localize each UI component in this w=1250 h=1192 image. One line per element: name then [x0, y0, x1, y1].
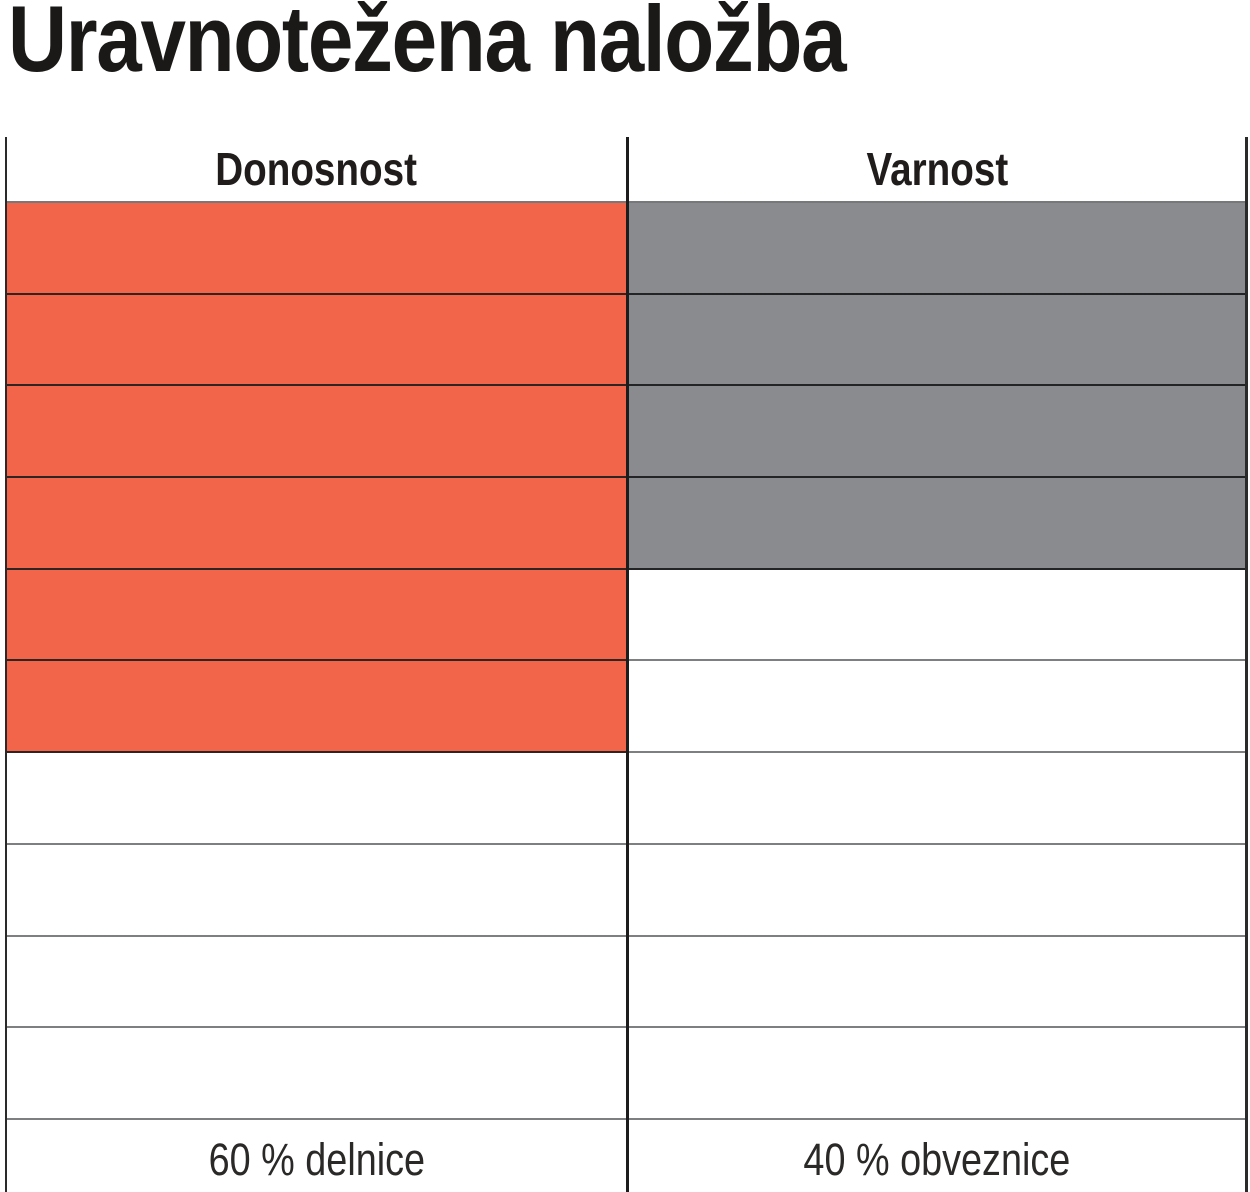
empty-cell-donosnost-8 — [7, 844, 626, 937]
empty-cell-donosnost-10 — [7, 1028, 626, 1120]
column-footer-varnost-label: 40 % obveznice — [803, 1133, 1071, 1185]
filled-cell-donosnost-5 — [7, 569, 626, 662]
column-header-varnost: Varnost — [629, 137, 1245, 203]
column-footer-donosnost: 60 % delnice — [7, 1120, 626, 1192]
cells-varnost — [629, 203, 1245, 1120]
column-footer-varnost: 40 % obveznice — [629, 1120, 1245, 1192]
allocation-table: Donosnost 60 % delnice Varnost 40 % obve… — [5, 137, 1248, 1192]
cells-donosnost — [7, 203, 626, 1120]
filled-cell-donosnost-4 — [7, 478, 626, 570]
empty-cell-varnost-7 — [629, 753, 1245, 845]
filled-cell-varnost-3 — [629, 386, 1245, 479]
empty-cell-varnost-9 — [629, 936, 1245, 1029]
empty-cell-varnost-10 — [629, 1028, 1245, 1120]
filled-cell-varnost-2 — [629, 294, 1245, 387]
column-header-donosnost: Donosnost — [7, 137, 626, 203]
column-header-donosnost-label: Donosnost — [215, 143, 418, 195]
filled-cell-donosnost-2 — [7, 294, 626, 387]
filled-cell-donosnost-1 — [7, 203, 626, 295]
page-title-text: Uravnotežena naložba — [8, 0, 847, 91]
filled-cell-varnost-1 — [629, 203, 1245, 295]
column-donosnost: Donosnost 60 % delnice — [7, 137, 626, 1192]
filled-cell-varnost-4 — [629, 478, 1245, 570]
filled-cell-donosnost-3 — [7, 386, 626, 479]
empty-cell-donosnost-9 — [7, 936, 626, 1029]
empty-cell-varnost-8 — [629, 844, 1245, 937]
page-title: Uravnotežena naložba — [8, 0, 970, 90]
column-footer-donosnost-label: 60 % delnice — [208, 1133, 425, 1185]
column-varnost: Varnost 40 % obveznice — [626, 137, 1245, 1192]
empty-cell-varnost-6 — [629, 661, 1245, 754]
empty-cell-varnost-5 — [629, 569, 1245, 662]
column-header-varnost-label: Varnost — [866, 143, 1008, 195]
filled-cell-donosnost-6 — [7, 661, 626, 754]
empty-cell-donosnost-7 — [7, 753, 626, 845]
